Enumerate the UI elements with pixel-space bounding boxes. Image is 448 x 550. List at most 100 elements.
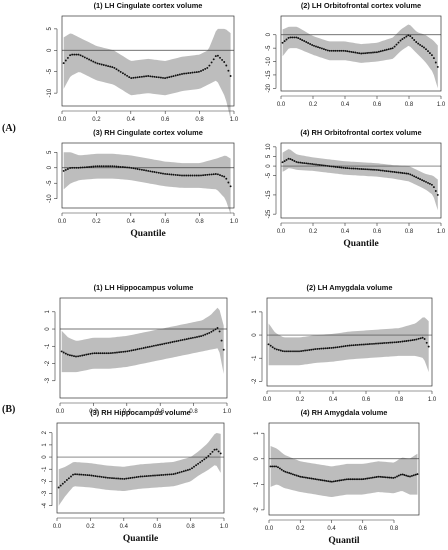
- data-point: [281, 350, 284, 353]
- data-point: [223, 175, 226, 178]
- data-point: [138, 347, 141, 350]
- data-point: [283, 350, 286, 353]
- data-point: [316, 478, 318, 481]
- data-point: [413, 39, 416, 41]
- data-point: [111, 351, 114, 354]
- y-tick-label: -2: [42, 478, 48, 484]
- data-point: [354, 51, 357, 54]
- data-point: [134, 167, 137, 170]
- data-point: [213, 448, 216, 451]
- data-point: [121, 166, 124, 168]
- data-point: [342, 166, 345, 169]
- data-point: [107, 352, 110, 355]
- data-point: [314, 478, 317, 481]
- data-point: [198, 335, 201, 338]
- data-point: [66, 56, 69, 59]
- data-point: [332, 480, 335, 483]
- data-point: [415, 176, 418, 179]
- data-point: [375, 476, 378, 478]
- data-point: [62, 62, 65, 65]
- data-point: [67, 477, 70, 480]
- x-tick-label: 0.8: [195, 117, 204, 123]
- data-point: [362, 343, 365, 346]
- data-point: [171, 341, 174, 343]
- data-point: [344, 49, 347, 52]
- data-point: [197, 462, 200, 465]
- data-point: [88, 474, 91, 477]
- data-point: [409, 173, 412, 176]
- data-point: [127, 477, 130, 480]
- data-point: [69, 167, 72, 169]
- data-point: [184, 469, 187, 472]
- y-tick-label: -20: [266, 83, 272, 92]
- data-point: [405, 474, 408, 477]
- data-point: [271, 346, 274, 349]
- x-tick-label: 0.2: [296, 397, 305, 403]
- data-point: [291, 159, 294, 161]
- data-point: [62, 351, 65, 354]
- data-point: [364, 52, 367, 55]
- data-point: [332, 346, 335, 349]
- y-tick-label: -10: [47, 194, 53, 203]
- data-point: [295, 160, 298, 163]
- data-point: [151, 75, 154, 78]
- data-point: [405, 172, 408, 175]
- y-tick-label: 1: [254, 431, 260, 435]
- data-point: [401, 473, 404, 476]
- data-point: [203, 458, 206, 461]
- data-point: [111, 165, 114, 168]
- data-point: [393, 45, 396, 48]
- data-point: [176, 74, 179, 76]
- data-point: [114, 351, 116, 354]
- x-tick-label: 0.6: [161, 117, 170, 123]
- data-point: [347, 478, 350, 481]
- data-point: [82, 473, 85, 476]
- data-point: [405, 35, 408, 38]
- data-point: [436, 65, 439, 68]
- data-point: [113, 66, 116, 69]
- data-point: [166, 173, 169, 176]
- data-point: [83, 354, 86, 357]
- data-point: [173, 340, 176, 343]
- data-point: [182, 470, 185, 473]
- data-point: [187, 174, 190, 177]
- x-tick-label: 0.2: [309, 102, 318, 108]
- data-point: [105, 165, 107, 168]
- data-point: [279, 349, 282, 352]
- data-point: [306, 476, 309, 479]
- data-point: [210, 330, 213, 333]
- data-point: [370, 476, 372, 479]
- data-point: [291, 473, 294, 476]
- data-point: [93, 352, 96, 355]
- data-point: [271, 465, 274, 468]
- data-point: [183, 338, 186, 341]
- data-point: [149, 170, 152, 173]
- x-tick-label: 0.0: [56, 409, 65, 415]
- data-point: [103, 352, 106, 355]
- data-point: [371, 476, 374, 479]
- data-point: [142, 347, 145, 349]
- data-point: [183, 174, 186, 177]
- data-point: [293, 36, 296, 39]
- data-point: [354, 344, 357, 346]
- data-point: [342, 49, 345, 52]
- data-point: [117, 165, 120, 168]
- y-tick-label: -3: [42, 490, 48, 496]
- data-point: [427, 181, 429, 184]
- data-point: [275, 348, 278, 351]
- data-point: [136, 168, 139, 170]
- data-point: [334, 346, 337, 349]
- x-tick-label: 0.6: [153, 524, 162, 530]
- data-point: [289, 36, 292, 39]
- data-point: [295, 36, 298, 39]
- data-point: [412, 474, 415, 477]
- data-point: [423, 180, 425, 182]
- data-point: [97, 352, 100, 355]
- data-point: [81, 55, 84, 58]
- x-tick-label: 0.8: [195, 219, 204, 225]
- data-point: [323, 479, 326, 482]
- data-point: [168, 473, 171, 476]
- data-point: [289, 350, 292, 353]
- data-point: [197, 174, 200, 177]
- y-tick-label: -2: [254, 507, 260, 513]
